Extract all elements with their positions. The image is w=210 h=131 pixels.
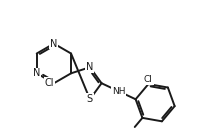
Text: N: N	[33, 68, 40, 78]
Text: S: S	[87, 94, 93, 104]
Text: N: N	[50, 39, 58, 49]
Text: N: N	[86, 62, 94, 72]
Text: Cl: Cl	[44, 78, 54, 88]
Text: Cl: Cl	[144, 75, 153, 84]
Text: NH: NH	[112, 87, 125, 96]
